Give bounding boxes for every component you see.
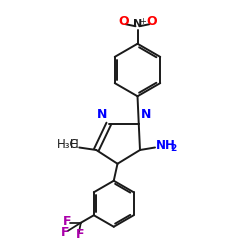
Text: F: F — [76, 228, 84, 241]
Text: +: + — [140, 18, 146, 26]
Text: F: F — [61, 226, 69, 239]
Text: O: O — [118, 15, 128, 28]
Text: NH: NH — [156, 139, 176, 152]
Text: N: N — [140, 108, 151, 121]
Text: 2: 2 — [170, 144, 177, 153]
Text: H: H — [70, 138, 78, 151]
Text: H₃C: H₃C — [56, 138, 78, 151]
Text: O: O — [146, 15, 157, 28]
Text: F: F — [63, 215, 72, 228]
Text: N: N — [96, 108, 107, 121]
Text: N: N — [133, 19, 142, 29]
